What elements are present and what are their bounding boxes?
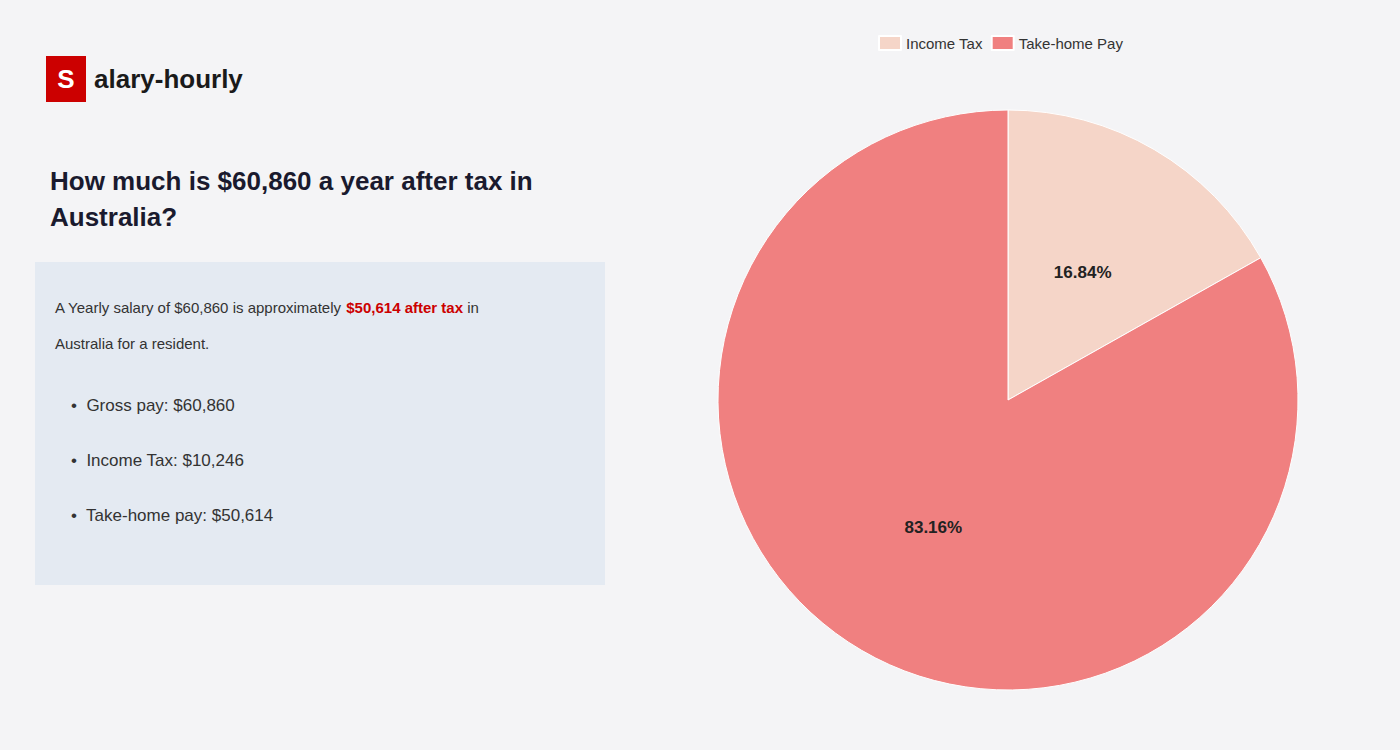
svg-text:alary-hourly: alary-hourly	[94, 64, 243, 94]
svg-text:16.84%: 16.84%	[1054, 263, 1112, 282]
svg-text:• Take-home pay: $50,614: • Take-home pay: $50,614	[71, 506, 273, 525]
svg-text:S: S	[57, 64, 74, 94]
svg-text:Australia?: Australia?	[50, 202, 177, 232]
svg-text:Take-home Pay: Take-home Pay	[1019, 35, 1124, 52]
svg-text:83.16%: 83.16%	[904, 518, 962, 537]
svg-text:Australia for a resident.: Australia for a resident.	[55, 335, 209, 352]
svg-text:Income Tax: Income Tax	[906, 35, 983, 52]
svg-text:How much is $60,860 a year aft: How much is $60,860 a year after tax in	[50, 166, 533, 196]
svg-text:in: in	[463, 299, 479, 316]
svg-text:A Yearly salary of $60,860 is: A Yearly salary of $60,860 is approximat…	[55, 299, 345, 316]
svg-text:• Income Tax: $10,246: • Income Tax: $10,246	[71, 451, 244, 470]
svg-text:• Gross pay: $60,860: • Gross pay: $60,860	[71, 396, 235, 415]
svg-text:$50,614 after tax: $50,614 after tax	[346, 299, 463, 316]
